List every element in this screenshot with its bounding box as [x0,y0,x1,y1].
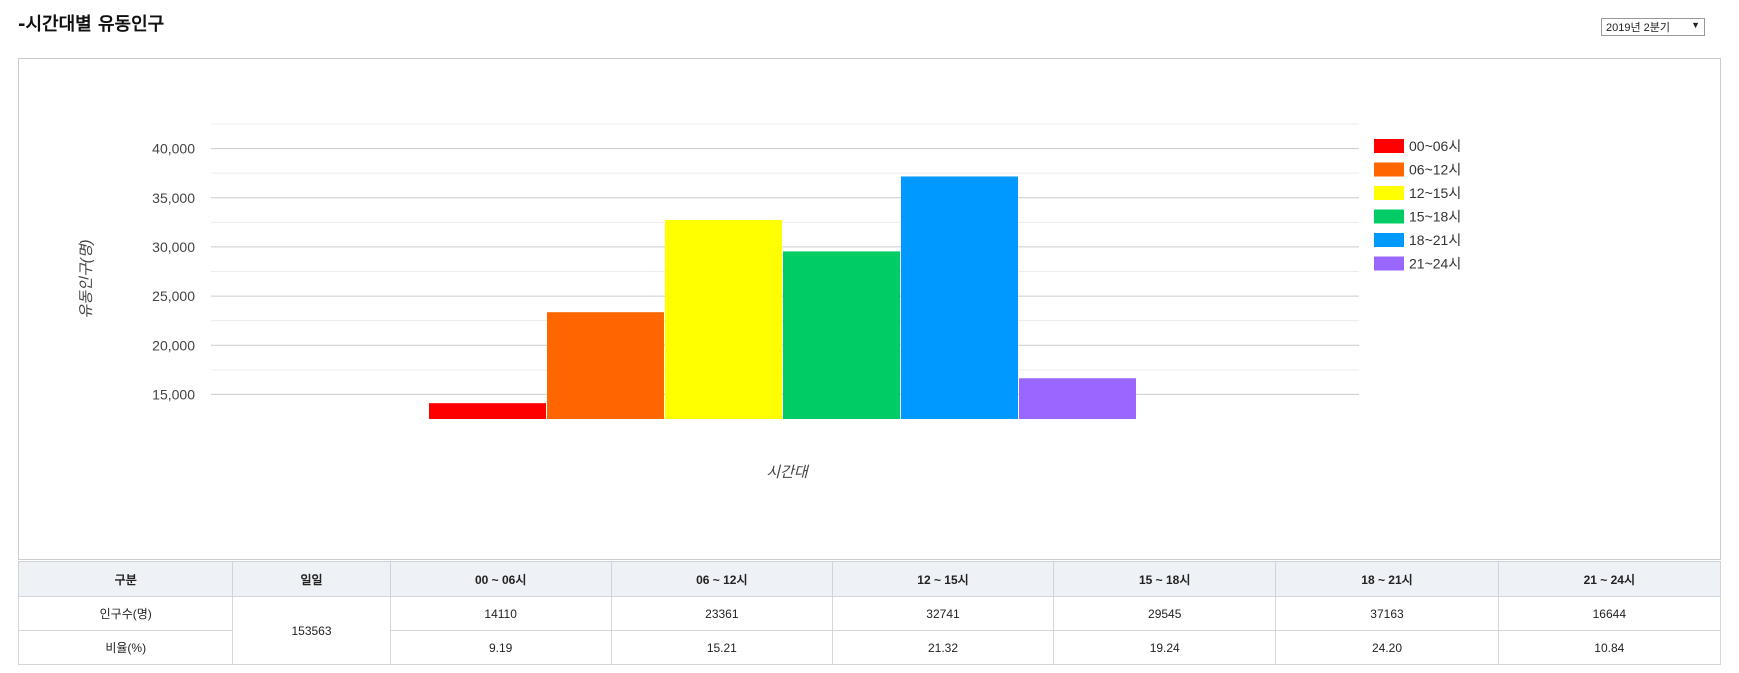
y-tick-label: 25,000 [152,288,195,304]
table-cell: 9.19 [389,630,612,665]
legend-label[interactable]: 15~18시 [1409,209,1461,225]
legend-swatch [1374,186,1404,200]
table-cell: 19.24 [1053,630,1277,665]
legend-label[interactable]: 18~21시 [1409,232,1461,248]
bar-15~18시[interactable] [783,251,900,419]
table-header: 18 ~ 21시 [1275,561,1499,597]
x-axis-label: 시간대 [766,464,810,481]
table-row: 인구수(명) 153563 14110 23361 32741 29545 37… [17,596,1722,665]
bar-21~24시[interactable] [1019,378,1136,419]
row-label: 인구수(명) [17,596,234,631]
table-cell: 29545 [1053,596,1277,631]
y-axis-ticks: 15,000 20,000 25,000 30,000 35,000 40,000 [152,141,195,403]
legend-swatch [1374,233,1404,247]
bars [429,176,1136,419]
table-cell: 32741 [831,596,1055,631]
legend-swatch [1374,139,1404,153]
table-header: 구분 [17,561,234,597]
y-tick-label: 30,000 [152,239,195,255]
row-label: 비율(%) [17,630,234,665]
y-tick-label: 35,000 [152,190,195,206]
table-cell: 15.21 [610,630,833,665]
chart-container: 15,000 20,000 25,000 30,000 35,000 40,000 유동인… [18,58,1721,560]
table-header: 15 ~ 18시 [1053,561,1277,597]
legend-swatch [1374,162,1404,177]
table-header: 일일 [232,561,391,597]
legend-label[interactable]: 06~12시 [1409,162,1461,178]
period-select[interactable]: 2019년 2분기 ▼ [1601,18,1705,36]
table-header: 21 ~ 24시 [1497,561,1722,597]
population-table: 구분 일일 00 ~ 06시 06 ~ 12시 12 ~ 15시 15 ~ 18… [17,561,1722,665]
table-cell: 14110 [389,596,612,631]
table-header: 12 ~ 15시 [831,561,1055,597]
y-tick-label: 20,000 [152,337,195,353]
y-tick-label: 15,000 [152,386,195,402]
period-select-value: 2019년 2분기 [1606,22,1671,34]
daily-total-cell: 153563 [232,596,391,665]
legend-label[interactable]: 00~06시 [1409,138,1461,154]
table-header: 00 ~ 06시 [389,561,612,597]
legend-swatch [1374,209,1404,224]
bar-12~15시[interactable] [665,219,782,419]
legend-label[interactable]: 21~24시 [1409,256,1461,272]
legend-label[interactable]: 12~15시 [1409,185,1461,201]
table-cell: 10.84 [1497,630,1722,665]
legend: 00~06시 06~12시 12~15시 15~18시 18~21시 21~24시 [1374,138,1461,272]
table-row: 비율(%) 9.19 15.21 21.32 19.24 24.20 10.84 [17,630,1722,665]
dropdown-arrow-icon: ▼ [1691,20,1700,30]
table-cell: 16644 [1497,596,1722,631]
legend-swatch [1374,256,1404,271]
table-cell: 21.32 [831,630,1055,665]
y-tick-label: 40,000 [152,141,195,157]
table-cell: 37163 [1275,596,1499,631]
bar-06~12시[interactable] [547,312,664,419]
table-header-row: 구분 일일 00 ~ 06시 06 ~ 12시 12 ~ 15시 15 ~ 18… [17,561,1722,597]
bar-18~21시[interactable] [901,176,1018,419]
table-cell: 24.20 [1275,630,1499,665]
table-header: 06 ~ 12시 [610,561,833,597]
floating-population-chart: 15,000 20,000 25,000 30,000 35,000 40,000 유동인… [78,123,1461,481]
table-cell: 23361 [610,596,833,631]
page-title: -시간대별 유동인구 [18,14,165,35]
bar-00~06시[interactable] [429,403,546,419]
y-axis-label: 유동인구(명) [78,240,95,319]
